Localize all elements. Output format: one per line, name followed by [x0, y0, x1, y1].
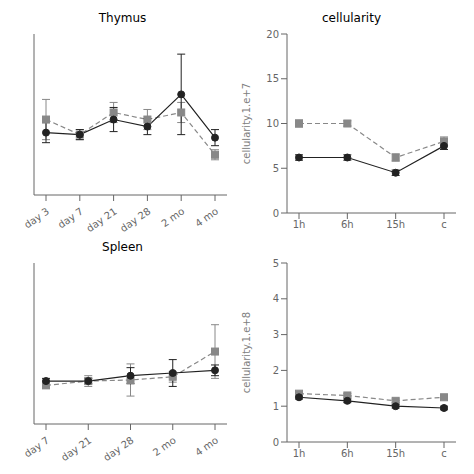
- svg-text:10: 10: [266, 118, 279, 129]
- svg-text:3: 3: [273, 329, 279, 340]
- svg-text:0: 0: [273, 437, 279, 448]
- svg-text:6h: 6h: [341, 448, 354, 459]
- svg-text:day 28: day 28: [118, 205, 152, 234]
- svg-text:5: 5: [273, 258, 279, 269]
- svg-text:day 7: day 7: [56, 205, 85, 230]
- svg-text:day 28: day 28: [101, 434, 135, 463]
- svg-text:4: 4: [273, 293, 279, 304]
- svg-text:day 3: day 3: [22, 205, 51, 230]
- svg-text:c: c: [441, 219, 447, 230]
- svg-text:0: 0: [273, 208, 279, 219]
- svg-text:15h: 15h: [386, 219, 405, 230]
- svg-text:1h: 1h: [293, 219, 306, 230]
- svg-text:2 mo: 2 mo: [159, 205, 186, 229]
- svg-text:1h: 1h: [293, 448, 306, 459]
- svg-text:cellularity.1.e+8: cellularity.1.e+8: [241, 312, 252, 393]
- svg-text:day 21: day 21: [59, 434, 93, 463]
- svg-text:5: 5: [273, 163, 279, 174]
- svg-text:day 7: day 7: [22, 434, 51, 459]
- svg-text:4 mo: 4 mo: [193, 205, 220, 229]
- svg-text:2: 2: [273, 365, 279, 376]
- svg-text:4 mo: 4 mo: [193, 434, 220, 458]
- html-text:Spleen: Spleen: [102, 240, 143, 254]
- svg-text:2 mo: 2 mo: [151, 434, 178, 458]
- svg-text:cellularity.1.e+7: cellularity.1.e+7: [241, 83, 252, 164]
- html-text:Thymus: Thymus: [98, 11, 147, 25]
- svg-text:c: c: [441, 448, 447, 459]
- html-text:cellularity: cellularity: [322, 11, 381, 25]
- svg-text:6h: 6h: [341, 219, 354, 230]
- svg-text:15: 15: [266, 73, 279, 84]
- svg-text:1: 1: [273, 401, 279, 412]
- svg-text:day 21: day 21: [84, 205, 118, 234]
- svg-text:15h: 15h: [386, 448, 405, 459]
- svg-text:20: 20: [266, 29, 279, 40]
